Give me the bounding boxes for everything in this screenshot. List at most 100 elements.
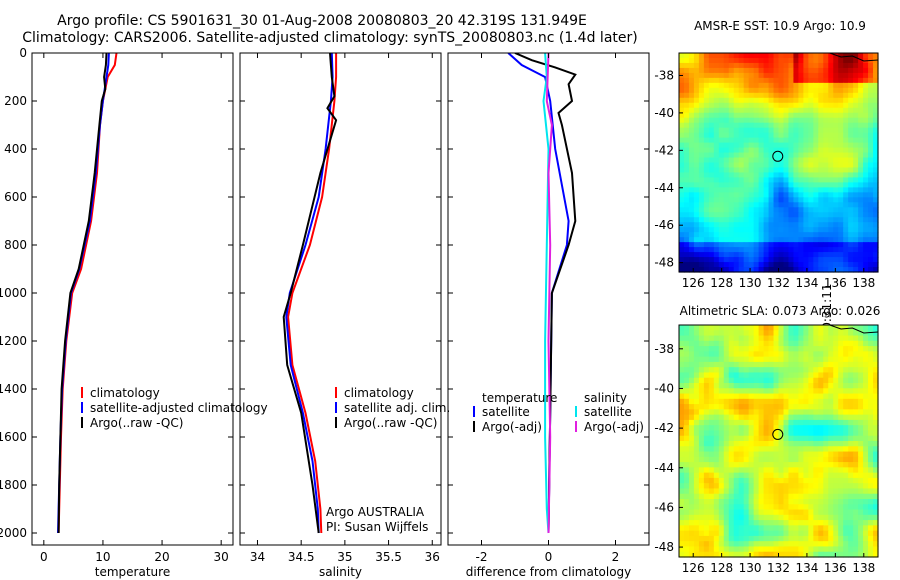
map-cell	[818, 107, 824, 114]
map-cell	[679, 267, 685, 273]
map-cell	[708, 325, 715, 331]
map-cell	[813, 182, 819, 188]
map-cell	[708, 57, 715, 64]
map-cell	[803, 107, 809, 114]
map-cell	[753, 62, 760, 69]
map-cell	[813, 142, 819, 149]
map-cell	[863, 504, 869, 511]
map-cell	[728, 535, 735, 542]
map-cell	[813, 340, 819, 347]
map-cell	[763, 414, 770, 421]
map-cell	[798, 177, 804, 184]
map-cell	[768, 472, 775, 479]
map-cell	[863, 520, 869, 526]
map-cell	[778, 419, 785, 426]
map-cell	[863, 441, 869, 447]
map-cell	[693, 252, 700, 258]
map-cell	[853, 137, 859, 144]
map-cell	[868, 383, 874, 389]
map-cell	[823, 456, 829, 463]
map-cell	[863, 227, 869, 233]
map-cell	[863, 172, 869, 179]
map-cell	[783, 232, 790, 238]
map-cell	[853, 242, 859, 248]
map-cell	[723, 377, 730, 384]
map-cell	[708, 207, 715, 213]
map-cell	[698, 446, 705, 453]
map-cell	[853, 217, 859, 223]
map-cell	[843, 335, 849, 342]
map-cell	[873, 192, 879, 198]
map-cell	[773, 530, 780, 537]
map-cell	[868, 187, 874, 193]
map-cell	[803, 167, 809, 174]
map-cell	[679, 535, 685, 542]
map-cell	[863, 346, 869, 352]
map-cell	[773, 212, 780, 218]
map-cell	[863, 232, 869, 238]
map-cell	[868, 330, 874, 337]
map-cell	[828, 446, 834, 453]
map-cell	[723, 546, 730, 553]
map-cell	[783, 217, 790, 223]
map-cell	[838, 267, 844, 273]
map-cell	[718, 483, 725, 490]
map-cell	[708, 383, 715, 389]
map-cell	[868, 367, 874, 374]
map-cell	[763, 504, 770, 511]
map-x-tick-label: 132	[767, 276, 790, 290]
map-cell	[788, 441, 795, 447]
map-cell	[703, 187, 710, 193]
map-cell	[718, 383, 725, 389]
map-cell	[863, 142, 869, 149]
map-cell	[763, 367, 770, 374]
map-cell	[843, 217, 849, 223]
map-cell	[833, 509, 839, 516]
map-cell	[813, 177, 819, 184]
map-cell	[713, 232, 720, 238]
map-cell	[763, 409, 770, 416]
map-cell	[753, 493, 760, 500]
map-cell	[679, 187, 685, 193]
map-cell	[793, 388, 799, 395]
map-cell	[803, 222, 809, 228]
map-cell	[823, 212, 829, 218]
map-cell	[853, 167, 859, 174]
map-cell	[863, 398, 869, 405]
map-cell	[858, 520, 864, 526]
map-cell	[813, 262, 819, 268]
map-cell	[743, 340, 750, 347]
map-cell	[778, 346, 785, 352]
map-cell	[863, 435, 869, 442]
map-cell	[753, 107, 760, 114]
map-cell	[783, 257, 790, 263]
map-cell	[758, 152, 765, 159]
map-cell	[838, 127, 844, 134]
map-cell	[688, 137, 695, 144]
map-cell	[679, 530, 685, 537]
map-cell	[833, 435, 839, 442]
map-cell	[688, 351, 695, 358]
map-cell	[823, 152, 829, 159]
map-cell	[679, 335, 685, 342]
map-cell	[863, 147, 869, 154]
map-cell	[768, 419, 775, 426]
map-cell	[783, 425, 790, 432]
map-cell	[693, 514, 700, 521]
map-cell	[768, 467, 775, 474]
map-cell	[843, 477, 849, 484]
map-cell	[683, 372, 690, 379]
map-cell	[728, 53, 735, 59]
map-cell	[778, 456, 785, 463]
map-cell	[833, 409, 839, 416]
map-cell	[763, 551, 770, 558]
map-cell	[753, 97, 760, 104]
map-cell	[818, 409, 824, 416]
map-cell	[773, 97, 780, 104]
map-cell	[848, 456, 854, 463]
map-cell	[813, 425, 819, 432]
map-cell	[743, 57, 750, 64]
map-cell	[838, 509, 844, 516]
map-cell	[838, 167, 844, 174]
map-cell	[863, 167, 869, 174]
